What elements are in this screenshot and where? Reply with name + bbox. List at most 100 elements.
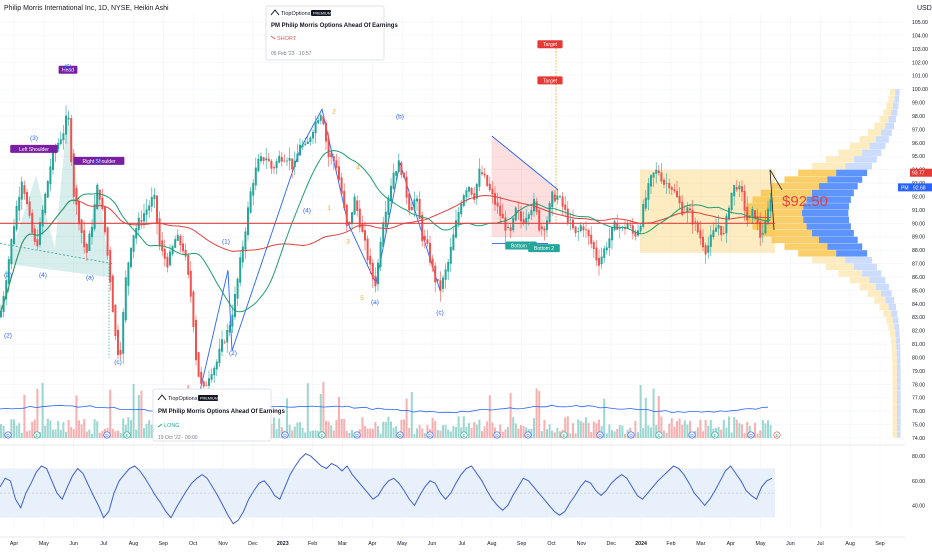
candle-body	[475, 183, 478, 199]
candle-body	[423, 235, 426, 241]
candle-body	[236, 278, 239, 299]
candle-body	[574, 226, 577, 234]
volume-bar	[522, 426, 525, 438]
volume-bar	[127, 417, 130, 438]
volume-profile-bar	[889, 330, 896, 338]
candle-body	[299, 144, 301, 156]
volume-profile-bar	[892, 102, 899, 109]
candle-body	[52, 149, 54, 170]
candle-body	[296, 153, 299, 163]
candle-body	[65, 115, 67, 135]
elliott-label-orange: 1	[327, 205, 331, 212]
current-price-tag: PM 92.68	[898, 183, 932, 192]
candle-body	[728, 207, 730, 220]
candle-body	[689, 208, 691, 211]
volume-bar	[122, 418, 125, 438]
volume-bar	[62, 422, 65, 438]
volume-bar	[306, 383, 309, 438]
volume-bar	[655, 424, 658, 438]
price-tick: 80.00	[912, 355, 925, 361]
dividend-icon	[688, 431, 696, 439]
volume-bar	[665, 432, 668, 438]
volume-profile-bar	[798, 250, 837, 257]
candle-body	[5, 280, 8, 300]
elliott-label: (b)	[94, 158, 102, 165]
candle-body	[631, 225, 634, 234]
idea-title: PM Philip Morris Options Ahead Of Earnin…	[158, 409, 285, 415]
candle-body	[678, 195, 681, 204]
volume-bar	[364, 425, 366, 438]
earnings-icon	[773, 431, 781, 439]
candle-body	[18, 196, 21, 211]
target-label-bg	[537, 76, 563, 85]
volume-profile-bar	[845, 256, 873, 264]
candle-body	[647, 183, 650, 200]
candle-body	[356, 200, 359, 211]
volume-profile-bar	[752, 223, 807, 230]
dividend-icon	[4, 431, 12, 439]
volume-bar	[366, 428, 369, 438]
volume-bar	[340, 418, 343, 438]
volume-bar	[704, 419, 707, 438]
candle-body	[444, 269, 447, 280]
earnings-marker: E	[711, 431, 719, 439]
elliott-label: (5)	[64, 64, 72, 71]
volume-bar	[59, 429, 62, 438]
marker-label: D	[690, 433, 694, 438]
candle-body	[644, 197, 647, 209]
volume-bar	[304, 432, 307, 438]
candle-body	[85, 243, 88, 253]
candle-body	[491, 188, 494, 195]
candle-body	[668, 183, 671, 189]
volume-bar	[36, 388, 39, 438]
volume-bar	[582, 422, 585, 438]
earnings-marker: E	[773, 431, 781, 439]
volume-profile-bar	[891, 109, 898, 116]
candle-body	[715, 227, 717, 232]
candle-body	[241, 246, 244, 263]
candle-body	[163, 249, 166, 259]
candle-body	[618, 227, 621, 229]
target-label: Target	[537, 40, 563, 49]
volume-profile-bar	[819, 183, 858, 190]
elliott-label: (4)	[303, 208, 311, 215]
candle-body	[600, 256, 603, 265]
volume-profile-bar	[896, 397, 901, 405]
volume-bar	[384, 421, 387, 438]
volume-bar	[403, 419, 405, 438]
time-tick: Aug	[845, 541, 854, 547]
volume-bar	[135, 429, 138, 438]
candle-body	[566, 208, 569, 223]
candle-body	[603, 248, 606, 259]
volume-profile-bar	[886, 102, 893, 109]
candle-body	[403, 172, 405, 178]
candle-body	[270, 160, 273, 169]
candle-body	[470, 187, 473, 195]
candle-body	[429, 242, 431, 263]
volume-profile-bar	[892, 397, 897, 405]
idea-card-long[interactable]: TiopOptions PREMIUM PM Philip Morris Opt…	[152, 388, 285, 442]
left-shoulder-label: Left Shoulder	[10, 144, 58, 153]
candle-body	[293, 160, 296, 168]
idea-card-short[interactable]: TiopOptions PREMIUM PM Philip Morris Opt…	[265, 5, 398, 61]
volume-bar	[275, 428, 278, 438]
candle-body	[41, 209, 44, 227]
volume-bar	[382, 421, 385, 438]
volume-bar	[98, 432, 101, 438]
candle-body	[210, 374, 213, 380]
idea-badge: PREMIUM	[313, 12, 331, 16]
candle-body	[351, 212, 353, 225]
candle-body	[26, 192, 28, 204]
volume-bar	[764, 423, 767, 438]
volume-bar	[556, 427, 559, 438]
volume-bar	[507, 426, 509, 438]
candle-body	[153, 194, 156, 199]
volume-bar	[148, 420, 151, 438]
candle-body	[764, 220, 767, 234]
volume-bar	[15, 425, 18, 438]
volume-profile-bar	[849, 276, 870, 284]
price-tick: 101.00	[912, 74, 928, 80]
volume-bar	[418, 424, 421, 438]
elliott-label-orange: 2	[332, 108, 336, 115]
